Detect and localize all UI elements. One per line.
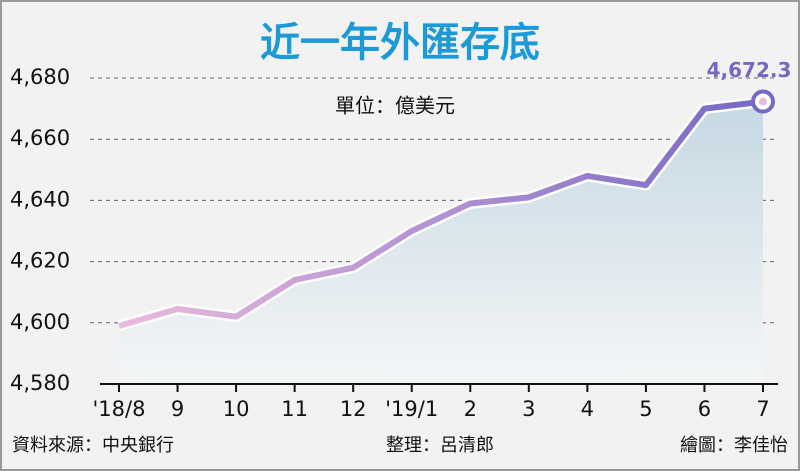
end-marker-dot xyxy=(759,97,767,106)
x-tick-label: 3 xyxy=(522,397,535,421)
editor: 整理：呂清郎 xyxy=(386,435,494,456)
x-tick-label: 12 xyxy=(340,397,367,421)
x-tick-label: 10 xyxy=(223,397,250,421)
x-tick-label: 7 xyxy=(756,397,769,421)
x-tick-label: 2 xyxy=(464,397,477,421)
x-tick-label: '19/1 xyxy=(385,397,438,421)
value-label: 4,672.3 xyxy=(707,58,792,82)
y-tick-label: 4,600 xyxy=(10,310,70,334)
y-tick-label: 4,680 xyxy=(10,65,70,89)
area xyxy=(119,101,763,384)
y-tick-label: 4,640 xyxy=(10,187,70,211)
x-tick-label: 5 xyxy=(639,397,652,421)
x-tick-label: 9 xyxy=(171,397,184,421)
line xyxy=(118,98,764,329)
y-tick-label: 4,620 xyxy=(10,249,70,273)
x-tick-label: '18/8 xyxy=(93,397,146,421)
source: 資料來源：中央銀行 xyxy=(12,435,174,456)
x-tick-label: 11 xyxy=(281,397,308,421)
chart-title: 近一年外匯存底 xyxy=(260,20,540,66)
x-tick-label: 6 xyxy=(698,397,711,421)
x-tick-label: 4 xyxy=(581,397,594,421)
y-tick-label: 4,660 xyxy=(10,126,70,150)
unit-label: 單位：億美元 xyxy=(335,94,455,118)
artist: 繪圖：李佳怡 xyxy=(680,435,788,456)
y-tick-label: 4,580 xyxy=(10,371,70,395)
